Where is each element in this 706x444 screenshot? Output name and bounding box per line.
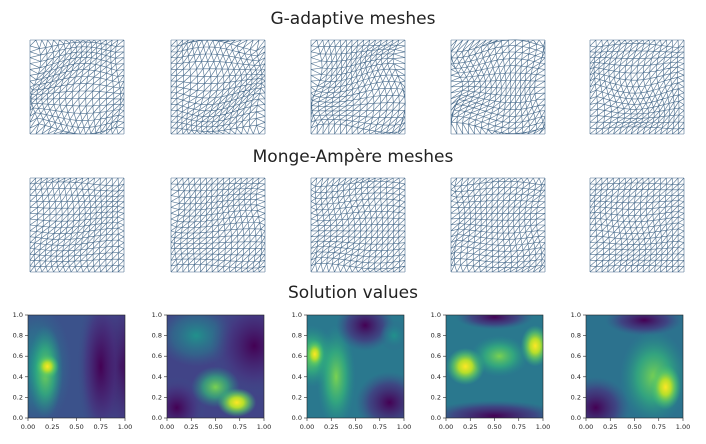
heatmap-blob: [586, 376, 630, 418]
y-tick-label: 0.0: [431, 414, 441, 422]
x-tick-label: 0.25: [184, 423, 198, 431]
heatmap: [167, 315, 264, 418]
heatmap-blob: [650, 364, 682, 410]
section-title: Monge-Ampère meshes: [253, 147, 454, 167]
mesh: [589, 39, 685, 135]
x-tick-label: 0.25: [463, 423, 477, 431]
x-tick-label: 0.25: [45, 423, 59, 431]
y-tick-label: 0.0: [13, 414, 23, 422]
mesh: [29, 177, 125, 273]
heatmap-blob: [336, 315, 395, 352]
y-tick-label: 0.0: [152, 414, 162, 422]
y-tick-label: 1.0: [152, 311, 162, 319]
heatmap-blob: [355, 371, 404, 418]
mesh: [310, 39, 406, 135]
heatmap-blob: [605, 315, 683, 336]
y-tick-label: 0.8: [152, 332, 162, 340]
y-tick-label: 1.0: [13, 311, 23, 319]
mesh: [170, 177, 266, 273]
x-tick-label: 0.75: [652, 423, 666, 431]
y-tick-label: 0.8: [431, 332, 441, 340]
heatmap-blob: [379, 320, 404, 352]
heatmap-blob: [307, 339, 325, 369]
mesh: [450, 39, 546, 135]
y-tick-label: 0.6: [431, 352, 441, 360]
heatmap: [307, 315, 404, 418]
heatmap-blob: [76, 315, 125, 418]
heatmap-blob: [455, 315, 534, 330]
y-tick-label: 1.0: [292, 311, 302, 319]
x-tick-label: 0.00: [160, 423, 174, 431]
y-tick-label: 0.4: [13, 373, 23, 381]
heatmap-blob: [316, 325, 356, 418]
x-tick-label: 0.00: [439, 423, 453, 431]
mesh: [450, 177, 546, 273]
heatmap-blob: [35, 354, 60, 379]
x-tick-label: 0.00: [300, 423, 314, 431]
x-tick-label: 0.00: [21, 423, 35, 431]
x-tick-label: 0.00: [579, 423, 593, 431]
heatmap-blob: [217, 388, 257, 417]
y-tick-label: 1.0: [431, 311, 441, 319]
section-title: G-adaptive meshes: [270, 9, 435, 29]
y-tick-label: 0.2: [292, 393, 302, 401]
x-tick-label: 1.00: [676, 423, 690, 431]
x-tick-label: 0.25: [603, 423, 617, 431]
y-tick-label: 0.8: [571, 332, 581, 340]
mesh: [589, 177, 685, 273]
heatmap: [28, 315, 125, 418]
mesh: [29, 39, 125, 135]
y-tick-label: 0.4: [571, 373, 581, 381]
y-tick-label: 0.8: [292, 332, 302, 340]
y-tick-label: 0.6: [292, 352, 302, 360]
mesh: [310, 177, 406, 273]
y-tick-label: 0.0: [292, 414, 302, 422]
x-tick-label: 0.75: [373, 423, 387, 431]
x-tick-label: 0.50: [348, 423, 362, 431]
x-tick-label: 1.00: [257, 423, 271, 431]
x-tick-label: 0.50: [69, 423, 83, 431]
y-tick-label: 0.4: [292, 373, 302, 381]
x-tick-label: 0.50: [627, 423, 641, 431]
x-tick-label: 0.75: [512, 423, 526, 431]
y-tick-label: 0.6: [571, 352, 581, 360]
y-tick-label: 1.0: [571, 311, 581, 319]
x-tick-label: 0.50: [208, 423, 222, 431]
y-tick-label: 0.2: [431, 393, 441, 401]
heatmap-blob: [446, 400, 543, 418]
x-tick-label: 0.25: [324, 423, 338, 431]
y-tick-label: 0.4: [431, 373, 441, 381]
y-tick-label: 0.4: [152, 373, 162, 381]
x-tick-label: 1.00: [118, 423, 132, 431]
x-tick-label: 0.75: [233, 423, 247, 431]
y-tick-label: 0.0: [571, 414, 581, 422]
x-tick-label: 0.50: [487, 423, 501, 431]
heatmap-blob: [470, 335, 529, 377]
x-tick-label: 1.00: [536, 423, 550, 431]
y-tick-label: 0.2: [152, 393, 162, 401]
section-title: Solution values: [288, 283, 418, 303]
y-tick-label: 0.8: [13, 332, 23, 340]
y-tick-label: 0.6: [13, 352, 23, 360]
x-tick-label: 0.75: [94, 423, 108, 431]
y-tick-label: 0.6: [152, 352, 162, 360]
y-tick-label: 0.2: [571, 393, 581, 401]
x-tick-label: 1.00: [397, 423, 411, 431]
heatmap: [446, 315, 543, 418]
mesh: [170, 39, 266, 135]
heatmap: [586, 315, 683, 418]
y-tick-label: 0.2: [13, 393, 23, 401]
